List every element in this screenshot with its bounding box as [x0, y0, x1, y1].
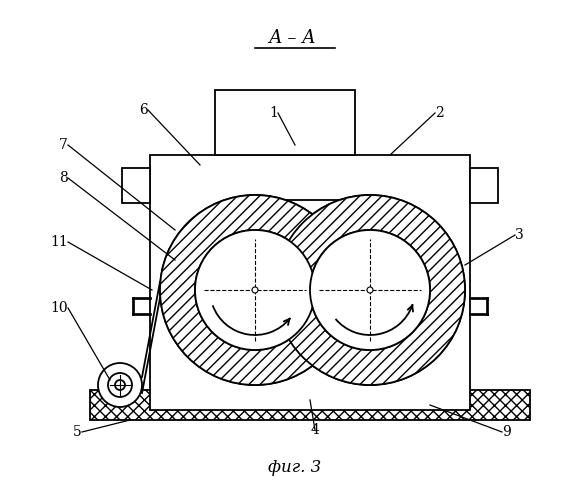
Text: 1: 1 — [269, 106, 278, 120]
Circle shape — [160, 195, 350, 385]
Text: 4: 4 — [311, 423, 319, 437]
Circle shape — [108, 373, 132, 397]
Circle shape — [367, 287, 373, 293]
Text: 6: 6 — [139, 103, 148, 117]
Text: А – А: А – А — [268, 29, 316, 47]
Text: 2: 2 — [435, 106, 444, 120]
Circle shape — [275, 195, 465, 385]
Text: фиг. 3: фиг. 3 — [269, 460, 322, 476]
Text: 11: 11 — [50, 235, 68, 249]
Bar — [150, 155, 470, 410]
Bar — [215, 90, 355, 155]
Text: 9: 9 — [502, 425, 511, 439]
Text: 3: 3 — [515, 228, 524, 242]
Circle shape — [252, 287, 258, 293]
Bar — [470, 168, 498, 203]
Circle shape — [115, 380, 125, 390]
Circle shape — [310, 230, 430, 350]
Circle shape — [195, 230, 315, 350]
Text: 8: 8 — [59, 171, 68, 185]
Polygon shape — [284, 200, 340, 235]
Text: 10: 10 — [50, 301, 68, 315]
Bar — [90, 390, 530, 420]
Text: 5: 5 — [73, 425, 82, 439]
Circle shape — [98, 363, 142, 407]
Text: 7: 7 — [59, 138, 68, 152]
Bar — [122, 168, 150, 203]
